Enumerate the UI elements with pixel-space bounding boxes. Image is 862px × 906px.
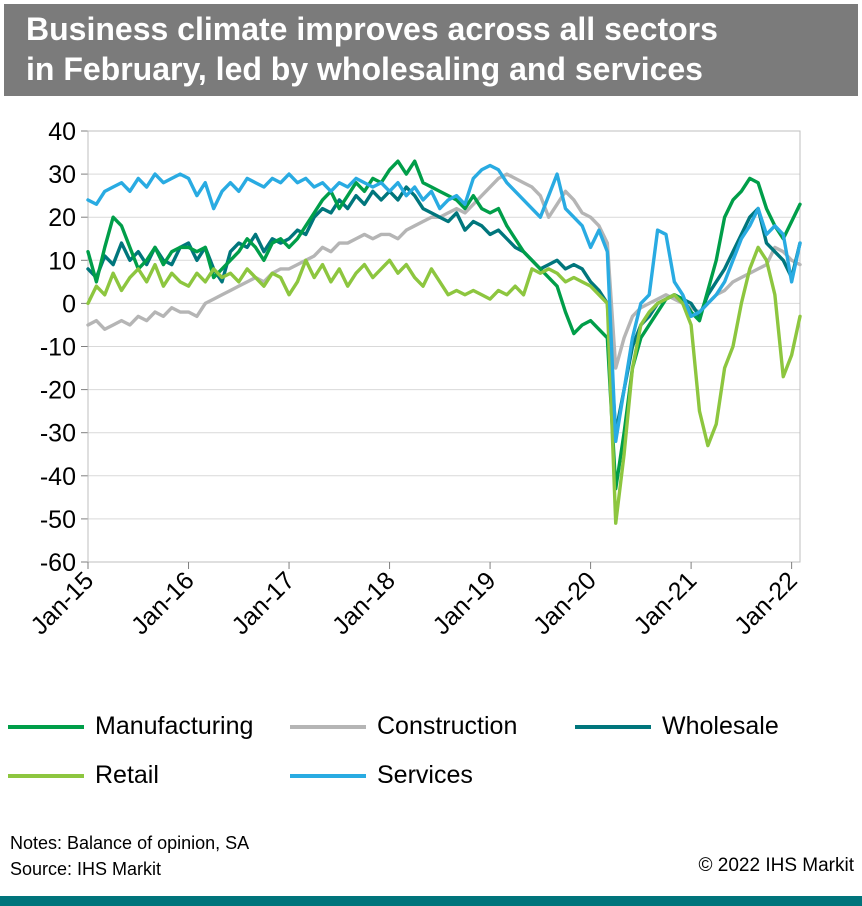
bottom-accent-bar <box>0 896 862 906</box>
svg-text:0: 0 <box>62 290 76 318</box>
svg-text:Jan-17: Jan-17 <box>226 566 300 640</box>
svg-text:30: 30 <box>48 161 76 189</box>
svg-text:20: 20 <box>48 204 76 232</box>
svg-text:Jan-20: Jan-20 <box>528 566 602 640</box>
legend-label: Manufacturing <box>95 712 254 740</box>
svg-text:-60: -60 <box>40 549 76 577</box>
title-line-1: Business climate improves across all sec… <box>26 11 718 47</box>
title-line-2: in February, led by wholesaling and serv… <box>26 51 703 87</box>
svg-text:-50: -50 <box>40 506 76 534</box>
svg-text:40: 40 <box>48 118 76 146</box>
svg-text:Jan-15: Jan-15 <box>25 566 99 640</box>
legend-item-retail: Retail <box>8 761 290 790</box>
svg-text:Jan-22: Jan-22 <box>729 566 803 640</box>
legend-swatch-retail <box>8 773 84 778</box>
legend-swatch-manufacturing <box>8 724 84 729</box>
svg-text:-20: -20 <box>40 377 76 405</box>
legend-label: Services <box>377 761 473 789</box>
notes-block: Notes: Balance of opinion, SA Source: IH… <box>10 830 249 882</box>
svg-text:Jan-18: Jan-18 <box>327 566 401 640</box>
legend-item-construction: Construction <box>290 712 575 741</box>
legend: Manufacturing Construction Wholesale Retail… <box>8 712 854 790</box>
svg-text:-10: -10 <box>40 334 76 362</box>
svg-text:Jan-19: Jan-19 <box>427 566 501 640</box>
legend-label: Wholesale <box>662 712 779 740</box>
legend-swatch-construction <box>290 724 366 729</box>
legend-item-wholesale: Wholesale <box>575 712 854 741</box>
legend-label: Construction <box>377 712 518 740</box>
svg-text:-40: -40 <box>40 463 76 491</box>
notes-label: Notes: Balance of opinion, SA <box>10 833 250 853</box>
svg-text:10: 10 <box>48 247 76 275</box>
footer: Notes: Balance of opinion, SA Source: IH… <box>10 830 854 882</box>
legend-swatch-services <box>290 773 366 778</box>
chart-title-bar: Business climate improves across all sec… <box>4 4 858 96</box>
svg-text:-30: -30 <box>40 420 76 448</box>
svg-text:Jan-21: Jan-21 <box>628 566 702 640</box>
svg-text:Jan-16: Jan-16 <box>126 566 200 640</box>
source-label: Source: IHS Markit <box>10 859 162 879</box>
legend-item-services: Services <box>290 761 575 790</box>
legend-label: Retail <box>95 761 159 789</box>
legend-swatch-wholesale <box>575 724 651 729</box>
copyright-label: © 2022 IHS Markit <box>698 855 855 876</box>
legend-item-manufacturing: Manufacturing <box>8 712 290 741</box>
